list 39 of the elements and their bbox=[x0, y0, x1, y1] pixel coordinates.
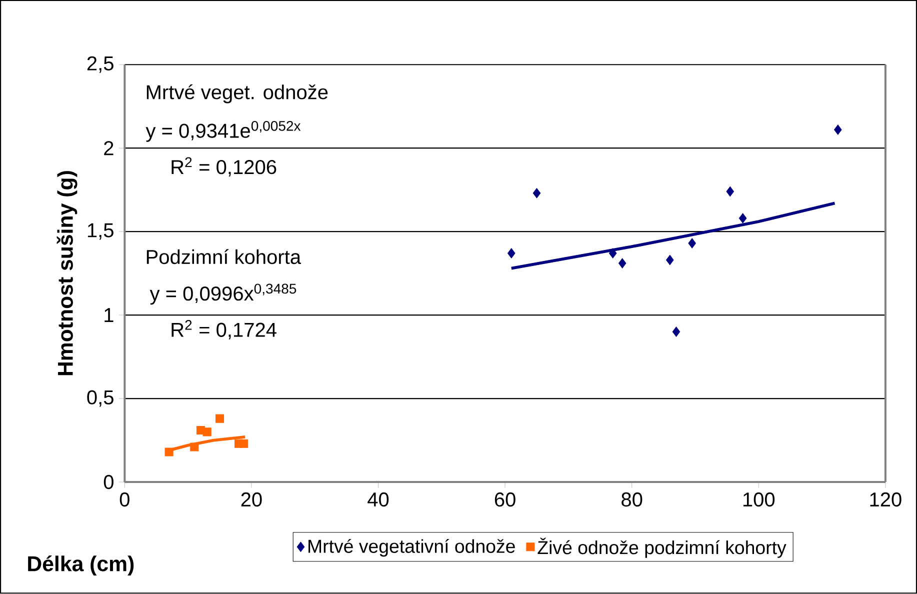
y-tick-label: 1 bbox=[104, 308, 114, 322]
point bbox=[190, 442, 199, 452]
point bbox=[532, 188, 541, 198]
point bbox=[726, 186, 734, 197]
line-series bbox=[510, 202, 836, 270]
point bbox=[688, 238, 696, 248]
point bbox=[834, 124, 842, 135]
point bbox=[618, 258, 626, 269]
point bbox=[215, 414, 224, 424]
point bbox=[508, 248, 516, 259]
point bbox=[738, 213, 747, 224]
x-tick-label: 80 bbox=[622, 492, 642, 507]
point bbox=[240, 440, 248, 448]
annotation: y = 0,9341e$^{0,0052x}$ bbox=[146, 121, 301, 142]
y-tick-label: 2,5 bbox=[87, 56, 114, 74]
annotation: Podzimní kohorta bbox=[146, 249, 302, 264]
y-tick-label: 2 bbox=[104, 141, 114, 156]
y-axis-title: Hmotnost sušiny (g) bbox=[56, 171, 78, 376]
point bbox=[608, 248, 617, 259]
x-tick-label: 100 bbox=[743, 492, 775, 507]
y-tick-label: 0 bbox=[104, 475, 114, 490]
x-tick-label: 40 bbox=[368, 492, 389, 507]
annotation: y = 0,0996x$^{0,3485}$ bbox=[150, 284, 296, 305]
legend-label: Živé odnože podzimní kohorty bbox=[538, 538, 786, 558]
x-axis-title: Délka (cm) bbox=[28, 556, 134, 576]
x-tick-label: 20 bbox=[241, 492, 262, 507]
annotation: Mrtvé veget. odnože bbox=[146, 84, 328, 104]
annotation: R$^{2}$ = 0,1206 bbox=[172, 157, 276, 177]
x-tick-label: 0 bbox=[120, 492, 130, 507]
x-tick-label: 60 bbox=[494, 492, 516, 507]
y-tick-label: 0,5 bbox=[87, 390, 114, 407]
point bbox=[164, 448, 174, 456]
annotation: R$^{2}$ = 0,1724 bbox=[172, 320, 276, 340]
point bbox=[202, 428, 212, 436]
y-tick-label: 1,5 bbox=[88, 224, 114, 240]
point bbox=[666, 255, 674, 266]
legend-label: Mrtvé vegetativní odnože bbox=[308, 539, 515, 557]
point bbox=[672, 326, 680, 337]
x-tick-label: 120 bbox=[870, 492, 902, 507]
